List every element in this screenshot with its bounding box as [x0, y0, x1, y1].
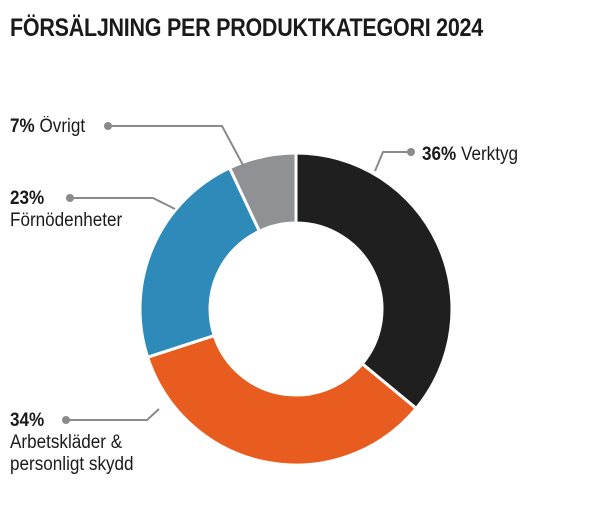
- slice-label-fornodenheter: 23% Förnödenheter: [10, 188, 122, 232]
- slice-label-verktyg: 36% Verktyg: [422, 144, 518, 166]
- slice-label-arbetsklader: 34% Arbetskläder & personligt skydd: [10, 410, 134, 476]
- leader-line-arbetsklader: [66, 408, 160, 421]
- leader-line-fornodenheter: [70, 197, 176, 210]
- chart-title: FÖRSÄLJNING PER PRODUKTKATEGORI 2024: [10, 14, 483, 42]
- leader-dot-arbetsklader: [62, 416, 70, 424]
- leader-dot-verktyg: [407, 148, 415, 156]
- slice-percent-fornodenheter: 23%: [10, 188, 45, 209]
- slice-name-verktyg: Verktyg: [460, 144, 519, 165]
- slice-name-ovrigt: Övrigt: [39, 116, 86, 137]
- donut-slices: [138, 151, 454, 467]
- slice-name-arbetsklader-line1: Arbetskläder &: [10, 432, 123, 453]
- leader-line-ovrigt: [108, 125, 245, 168]
- slice-label-ovrigt: 7% Övrigt: [10, 116, 85, 138]
- slice-name-arbetsklader-line2: personligt skydd: [10, 454, 134, 475]
- leader-line-verktyg: [374, 151, 411, 172]
- slice-ovrigt: [228, 151, 298, 233]
- leader-dot-ovrigt: [104, 122, 112, 130]
- slice-name-fornodenheter: Förnödenheter: [10, 210, 123, 231]
- leader-dot-fornodenheter: [66, 194, 74, 202]
- slice-percent-arbetsklader: 34%: [10, 410, 45, 431]
- slice-percent-verktyg: 36%: [422, 144, 457, 165]
- slice-verktyg: [294, 151, 454, 410]
- slice-fornodenheter: [138, 166, 261, 359]
- leader-lines: [62, 122, 415, 424]
- slice-percent-ovrigt: 7%: [10, 116, 35, 137]
- slice-arbetsklader-personligt-skydd: [146, 334, 418, 467]
